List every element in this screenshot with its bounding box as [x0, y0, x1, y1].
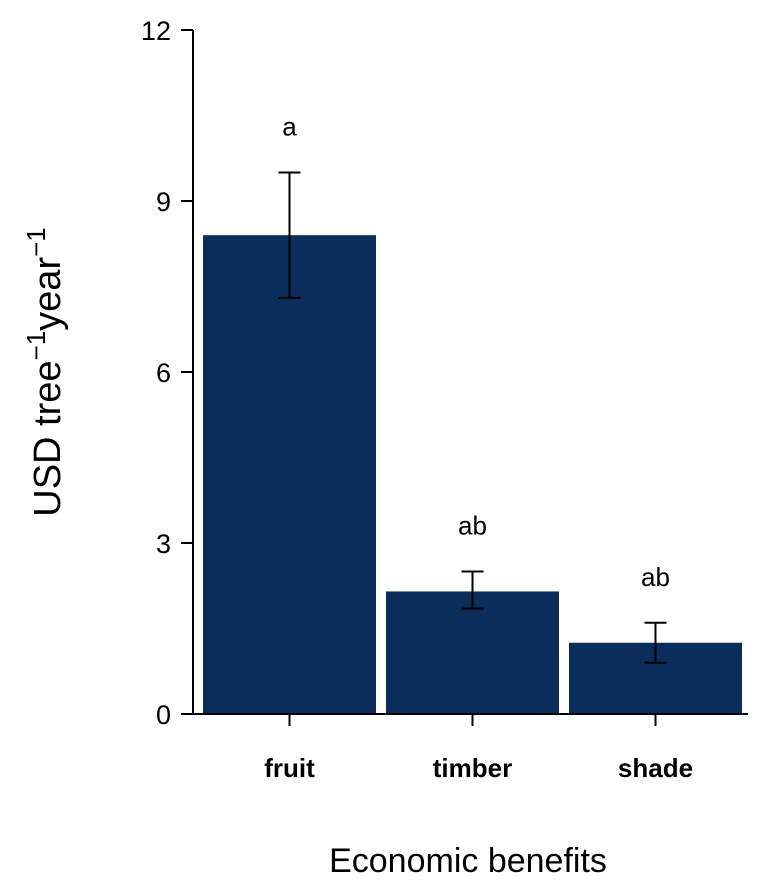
- significance-label-shade: ab: [641, 562, 670, 592]
- y-axis-label-base: USD tree: [27, 360, 69, 516]
- y-axis-label: USD tree−1year−1: [21, 227, 69, 517]
- x-tick-label-shade: shade: [618, 753, 693, 783]
- y-tick-label-9: 9: [156, 187, 171, 217]
- bar-timber: [386, 591, 559, 714]
- y-axis-label-sup2: −1: [21, 227, 51, 257]
- y-tick-label-12: 12: [141, 16, 171, 46]
- error-bars-layer: [278, 171, 667, 664]
- y-tick-label-0: 0: [156, 700, 171, 730]
- bars-layer: [203, 235, 742, 714]
- y-tick-label-3: 3: [156, 529, 171, 559]
- y-tick-label-6: 6: [156, 358, 171, 388]
- significance-label-timber: ab: [458, 511, 487, 541]
- x-axis-label: Economic benefits: [329, 842, 607, 880]
- y-axis-label-sup1: −1: [21, 331, 51, 361]
- x-ticks-layer: fruit timber shade: [264, 714, 693, 783]
- x-tick-label-fruit: fruit: [264, 753, 315, 783]
- bar-fruit: [203, 235, 376, 714]
- y-ticks-layer: 0 3 6 9 12: [141, 16, 193, 730]
- y-axis-label-mid: year: [27, 257, 69, 331]
- x-tick-label-timber: timber: [433, 753, 512, 783]
- significance-label-fruit: a: [282, 112, 297, 142]
- significance-labels-layer: a ab ab: [282, 112, 670, 592]
